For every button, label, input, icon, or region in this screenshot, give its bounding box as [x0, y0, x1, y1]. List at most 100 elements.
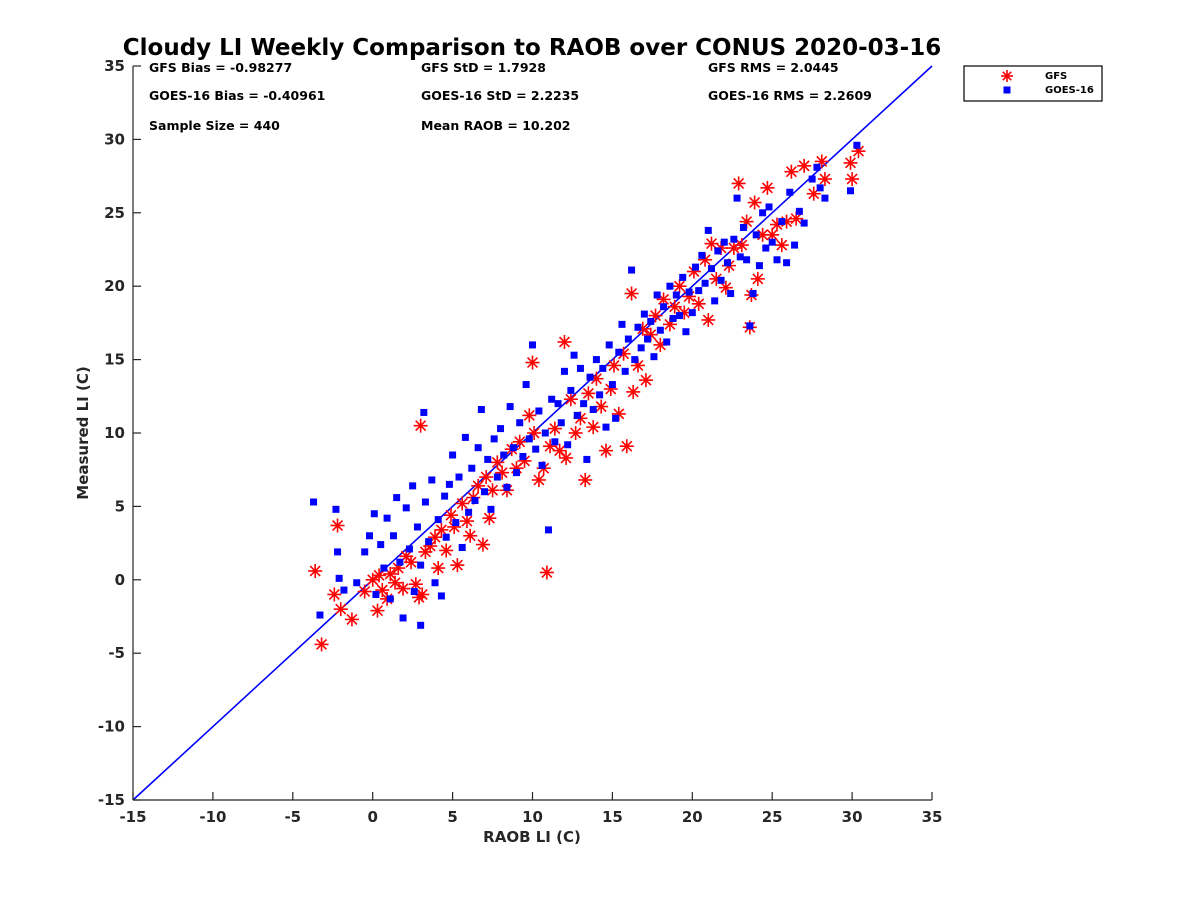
goes-point: [425, 538, 433, 546]
goes-point: [452, 519, 460, 527]
goes-point: [707, 265, 715, 273]
gfs-point: [750, 271, 765, 286]
goes-point: [778, 218, 786, 226]
goes-point: [490, 435, 498, 443]
axes-layer: -15 -10 -5 0 5 10 15 20 25 30 35 -15 -10 -5 0 5 10 15 20 25…: [98, 57, 943, 826]
x-tick-label: 20: [682, 808, 703, 826]
gfs-point: [490, 455, 505, 470]
goes-point: [736, 253, 744, 261]
goes-point: [458, 544, 466, 552]
goes-point: [853, 141, 861, 149]
gfs-point: [459, 514, 474, 529]
goes-point: [548, 395, 556, 403]
goes-point: [612, 414, 620, 422]
gfs-point: [475, 537, 490, 552]
goes-point: [399, 614, 407, 622]
x-tick-label: -10: [199, 808, 226, 826]
goes-point: [442, 533, 450, 541]
gfs-point: [606, 358, 621, 373]
goes-point: [618, 320, 626, 328]
goes-point: [335, 574, 343, 582]
x-tick-label: 30: [842, 808, 863, 826]
goes-point: [762, 244, 770, 252]
gfs-point: [471, 478, 486, 493]
gfs-point: [547, 421, 562, 436]
gfs-point: [539, 565, 554, 580]
goes-point: [332, 505, 340, 513]
goes-point: [768, 238, 776, 246]
gfs-point: [797, 158, 812, 173]
stat-goes-rms: GOES-16 RMS = 2.2609: [708, 88, 872, 103]
goes-point: [405, 545, 413, 553]
goes-point: [410, 588, 418, 596]
goes-point: [353, 579, 361, 587]
gfs-point: [734, 238, 749, 253]
goes-point: [679, 273, 687, 281]
chart-title: Cloudy LI Weekly Comparison to RAOB over…: [123, 35, 941, 61]
goes-point: [653, 291, 661, 299]
goes-point: [586, 373, 594, 381]
gfs-point: [774, 238, 789, 253]
y-tick-label: 20: [104, 277, 125, 295]
goes-point: [437, 592, 445, 600]
legend: GFS GOES-16: [963, 65, 1103, 102]
goes-point: [813, 163, 821, 171]
gfs-point: [624, 286, 639, 301]
goes-point: [783, 259, 791, 267]
goes-point: [380, 564, 388, 572]
goes-point: [821, 194, 829, 202]
goes-point: [650, 353, 658, 361]
goes-point: [370, 510, 378, 518]
x-tick-label: 25: [762, 808, 783, 826]
goes-point: [730, 235, 738, 243]
y-tick-label: -5: [108, 644, 125, 662]
gfs-point: [344, 612, 359, 627]
goes-point: [519, 452, 527, 460]
goes-point: [509, 444, 517, 452]
goes-point: [631, 356, 639, 364]
goes-point: [334, 548, 342, 556]
goes-point: [666, 282, 674, 290]
goes-point: [727, 290, 735, 298]
goes-point: [455, 473, 463, 481]
goes-point: [602, 423, 610, 431]
goes-point: [516, 419, 524, 427]
goes-point: [795, 207, 803, 215]
gfs-point: [845, 172, 860, 187]
x-tick-label: 5: [447, 808, 457, 826]
goes-point: [554, 400, 562, 408]
goes-point: [560, 367, 568, 375]
goes-point: [847, 187, 855, 195]
x-tick-label: 15: [602, 808, 623, 826]
goes-point: [431, 579, 439, 587]
gfs-point: [531, 472, 546, 487]
goes-point: [522, 381, 530, 389]
goes-point: [644, 335, 652, 343]
y-tick-label: 5: [115, 497, 125, 515]
gfs-point: [557, 334, 572, 349]
gfs-point: [581, 386, 596, 401]
goes-point: [786, 188, 794, 196]
x-tick-label: 35: [922, 808, 943, 826]
goes-point: [580, 400, 588, 408]
goes-point: [688, 309, 696, 317]
gfs-point: [648, 308, 663, 323]
goes-point: [441, 492, 449, 500]
goes-point: [471, 497, 479, 505]
goes-point: [660, 303, 668, 311]
goes-point: [487, 505, 495, 513]
goes-point: [484, 455, 492, 463]
goes-point: [532, 445, 540, 453]
gfs-point: [731, 176, 746, 191]
goes-point: [428, 476, 436, 484]
goes-point: [366, 532, 374, 540]
goes-point: [723, 259, 731, 267]
legend-goes-label: GOES-16: [1045, 85, 1094, 96]
goes-point: [714, 247, 722, 255]
goes-point: [474, 444, 482, 452]
y-tick-label: 10: [104, 424, 125, 442]
goes-point: [637, 344, 645, 352]
goes-point: [493, 473, 501, 481]
gfs-point: [330, 518, 345, 533]
